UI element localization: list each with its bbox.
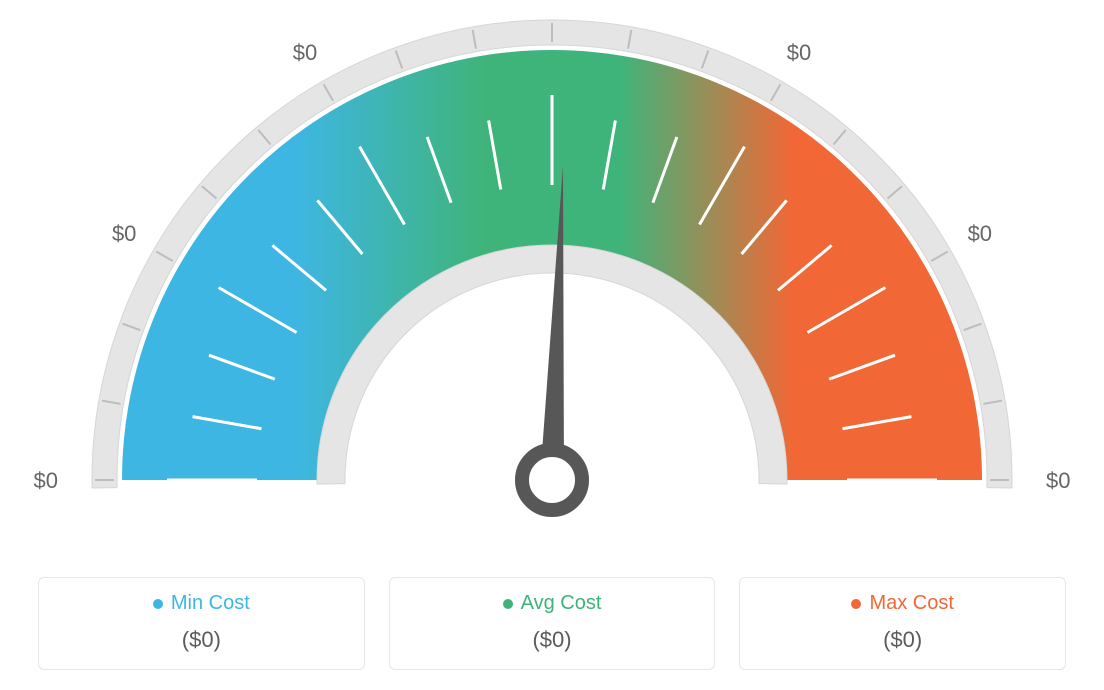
- legend-card-avg: Avg Cost ($0): [389, 577, 716, 670]
- legend-label-max: Max Cost: [851, 592, 953, 615]
- legend-text-min: Min Cost: [171, 592, 250, 615]
- legend-dot-max: [851, 599, 861, 609]
- svg-text:$0: $0: [34, 468, 58, 493]
- legend-card-max: Max Cost ($0): [739, 577, 1066, 670]
- svg-text:$0: $0: [293, 40, 317, 65]
- legend-value-avg: ($0): [400, 627, 705, 653]
- legend-text-avg: Avg Cost: [521, 592, 602, 615]
- legend-label-min: Min Cost: [153, 592, 250, 615]
- legend-dot-avg: [503, 599, 513, 609]
- legend-card-min: Min Cost ($0): [38, 577, 365, 670]
- legend-text-max: Max Cost: [869, 592, 953, 615]
- cost-gauge-container: $0$0$0$0$0$0$0 Min Cost ($0) Avg Cost ($…: [0, 0, 1104, 690]
- svg-text:$0: $0: [968, 221, 992, 246]
- gauge-chart: $0$0$0$0$0$0$0: [0, 0, 1104, 545]
- svg-text:$0: $0: [1046, 468, 1070, 493]
- svg-text:$0: $0: [112, 221, 136, 246]
- legend-row: Min Cost ($0) Avg Cost ($0) Max Cost ($0…: [38, 577, 1066, 670]
- legend-dot-min: [153, 599, 163, 609]
- legend-value-min: ($0): [49, 627, 354, 653]
- legend-value-max: ($0): [750, 627, 1055, 653]
- svg-text:$0: $0: [787, 40, 811, 65]
- legend-label-avg: Avg Cost: [503, 592, 602, 615]
